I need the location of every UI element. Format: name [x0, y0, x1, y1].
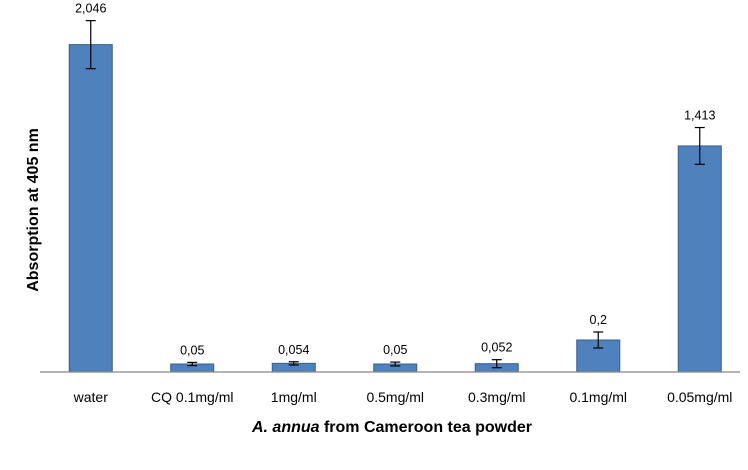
- data-label: 0,052: [481, 341, 512, 355]
- x-tick-label: water: [73, 389, 109, 405]
- x-tick-label: 0.5mg/ml: [366, 389, 424, 405]
- x-tick-label: CQ 0.1mg/ml: [151, 389, 233, 405]
- x-tick-label: 1mg/ml: [271, 389, 317, 405]
- data-label: 2,046: [75, 2, 106, 16]
- data-label: 0,054: [278, 343, 309, 357]
- x-tick-label: 0.3mg/ml: [468, 389, 526, 405]
- x-tick-labels: water CQ 0.1mg/ml 1mg/ml 0.5mg/ml 0.3mg/ml 0.…: [73, 389, 733, 405]
- bar: [677, 145, 722, 373]
- data-label: 0,05: [180, 343, 204, 357]
- data-label: 0,2: [590, 313, 607, 327]
- x-tick-label: 0.05mg/ml: [667, 389, 732, 405]
- x-axis-label: A. annua from Cameroon tea powder: [251, 419, 532, 436]
- y-axis-label: Absorption at 405 nm: [25, 128, 42, 292]
- x-axis-label-italic: A. annua: [251, 419, 320, 436]
- x-axis-label-rest: from Cameroon tea powder: [320, 419, 532, 436]
- x-tick-label: 0.1mg/ml: [569, 389, 627, 405]
- bars-group: 2,046 0,05 0,054 0,05 0,052 0,2 1,413: [68, 2, 722, 373]
- bar: [68, 44, 113, 373]
- data-label: 1,413: [684, 109, 715, 123]
- data-label: 0,05: [383, 343, 407, 357]
